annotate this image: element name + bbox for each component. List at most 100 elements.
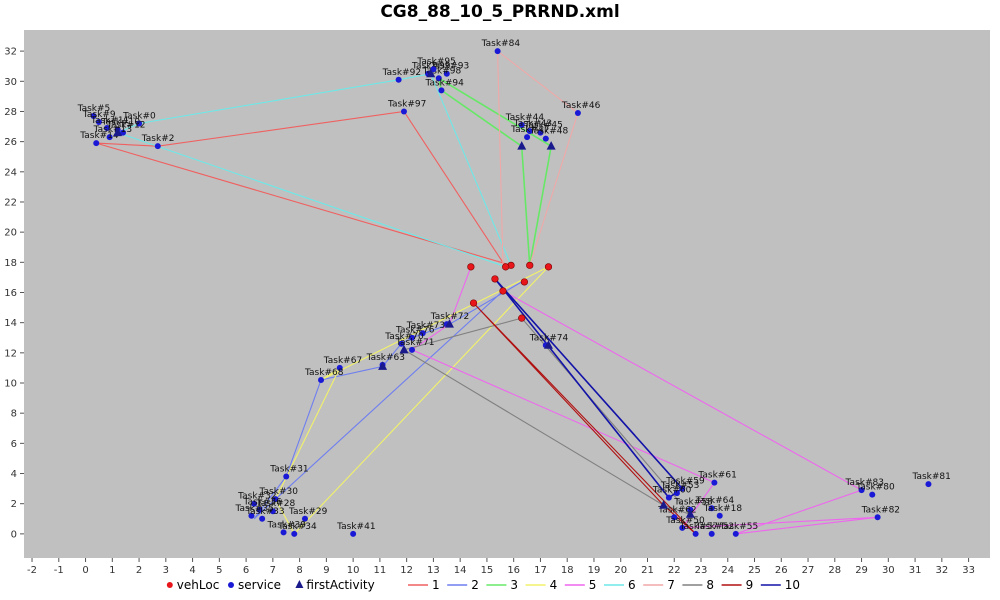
service-label: Task#13 — [93, 125, 132, 135]
y-tick-label: 8 — [11, 409, 17, 420]
service-point — [443, 70, 450, 77]
y-tick-label: 30 — [4, 77, 17, 88]
legend-marker-vehLoc — [166, 582, 173, 588]
x-tick-label: 25 — [748, 565, 761, 576]
service-point — [874, 514, 881, 521]
y-tick-label: 20 — [4, 228, 17, 239]
service-label: Task#48 — [529, 127, 569, 137]
service-label: Task#11 — [90, 116, 129, 126]
service-point — [336, 364, 343, 371]
service-label: Task#58 — [673, 498, 713, 508]
service-label: Task#67 — [323, 356, 362, 366]
y-tick-label: 18 — [4, 258, 17, 269]
chart-title: CG8_88_10_5_PRRND.xml — [380, 2, 620, 22]
service-label: Task#92 — [382, 68, 421, 78]
first-activity-marker — [517, 141, 527, 150]
x-tick-label: 16 — [507, 565, 520, 576]
service-label: Task#36 — [242, 498, 282, 508]
service-label: Task#43 — [513, 119, 552, 129]
legend-label: 10 — [785, 578, 800, 592]
service-point — [925, 481, 932, 488]
service-label: Task#31 — [269, 465, 308, 475]
service-label: Task#57 — [679, 522, 718, 532]
service-label: Task#72 — [430, 312, 469, 322]
service-label: Task#64 — [695, 496, 735, 506]
legend-label: 5 — [589, 578, 597, 592]
service-label: Task#84 — [481, 39, 521, 49]
x-tick-label: 24 — [721, 565, 734, 576]
y-tick-label: 16 — [4, 288, 17, 299]
service-label: Task#81 — [911, 472, 950, 482]
service-label: Task#45 — [523, 121, 562, 131]
y-tick-label: 2 — [11, 499, 17, 510]
service-point — [716, 512, 723, 519]
vehicle-location-point — [518, 314, 526, 322]
y-tick-label: 10 — [4, 379, 17, 390]
service-label: Task#62 — [657, 505, 696, 515]
legend-label: 3 — [510, 578, 518, 592]
service-point — [732, 530, 739, 537]
y-tick-label: 0 — [11, 529, 17, 540]
service-point — [518, 122, 525, 129]
service-point — [435, 75, 442, 82]
service-label: Task#29 — [288, 507, 328, 517]
service-label: Task#97 — [387, 99, 426, 109]
vehicle-location-point — [469, 299, 478, 307]
x-tick-label: 19 — [588, 565, 601, 576]
route-line-6 — [116, 73, 512, 268]
service-point — [291, 530, 298, 537]
x-tick-label: 0 — [82, 565, 88, 576]
x-tick-label: 28 — [828, 565, 841, 576]
service-label: Task#14 — [79, 131, 119, 141]
service-point — [524, 134, 531, 141]
service-label: Task#50 — [665, 516, 705, 526]
service-point — [494, 48, 501, 55]
x-tick-label: 7 — [270, 565, 276, 576]
x-tick-label: 23 — [695, 565, 708, 576]
y-tick-label: 22 — [4, 197, 17, 208]
x-tick-label: 20 — [614, 565, 627, 576]
service-label: Task#82 — [861, 505, 900, 515]
service-point — [259, 515, 266, 522]
service-point — [679, 524, 686, 531]
service-label: Task#59 — [665, 477, 705, 487]
x-tick-label: 14 — [454, 565, 467, 576]
service-point — [430, 66, 437, 73]
x-tick-label: 9 — [323, 565, 329, 576]
first-activity-marker — [444, 319, 454, 328]
service-point — [283, 473, 290, 480]
service-label: Task#33 — [245, 507, 284, 517]
service-label: Task#70 — [384, 332, 424, 342]
service-point — [438, 87, 445, 94]
x-tick-label: 3 — [163, 565, 169, 576]
service-label: Task#28 — [256, 499, 296, 509]
service-point — [395, 76, 402, 83]
y-tick-label: 4 — [11, 469, 17, 480]
x-tick-label: 21 — [641, 565, 654, 576]
service-point — [673, 490, 680, 497]
service-label: Task#39 — [267, 520, 307, 530]
service-point — [93, 140, 100, 147]
first-activity-marker — [426, 68, 436, 78]
y-tick-label: 24 — [4, 167, 17, 178]
service-point — [708, 530, 715, 537]
service-label: Task#74 — [529, 333, 569, 343]
service-point — [95, 119, 102, 126]
vehicle-location-point — [499, 287, 507, 295]
service-point — [409, 334, 416, 341]
legend-label: vehLoc — [177, 578, 220, 592]
legend-marker-firstActivity — [295, 580, 304, 588]
x-tick-label: 30 — [882, 565, 895, 576]
x-tick-label: 32 — [935, 565, 948, 576]
service-point — [526, 128, 533, 135]
service-label: Task#80 — [855, 483, 895, 493]
x-tick-label: 4 — [189, 565, 195, 576]
x-tick-label: 13 — [427, 565, 440, 576]
route-line-4 — [274, 266, 549, 535]
service-label: Task#46 — [561, 101, 601, 111]
x-tick-label: 12 — [400, 565, 413, 576]
service-label: Task#0 — [122, 112, 156, 122]
vehicle-location-point — [520, 278, 528, 286]
service-point — [679, 485, 686, 492]
service-point — [537, 129, 544, 136]
